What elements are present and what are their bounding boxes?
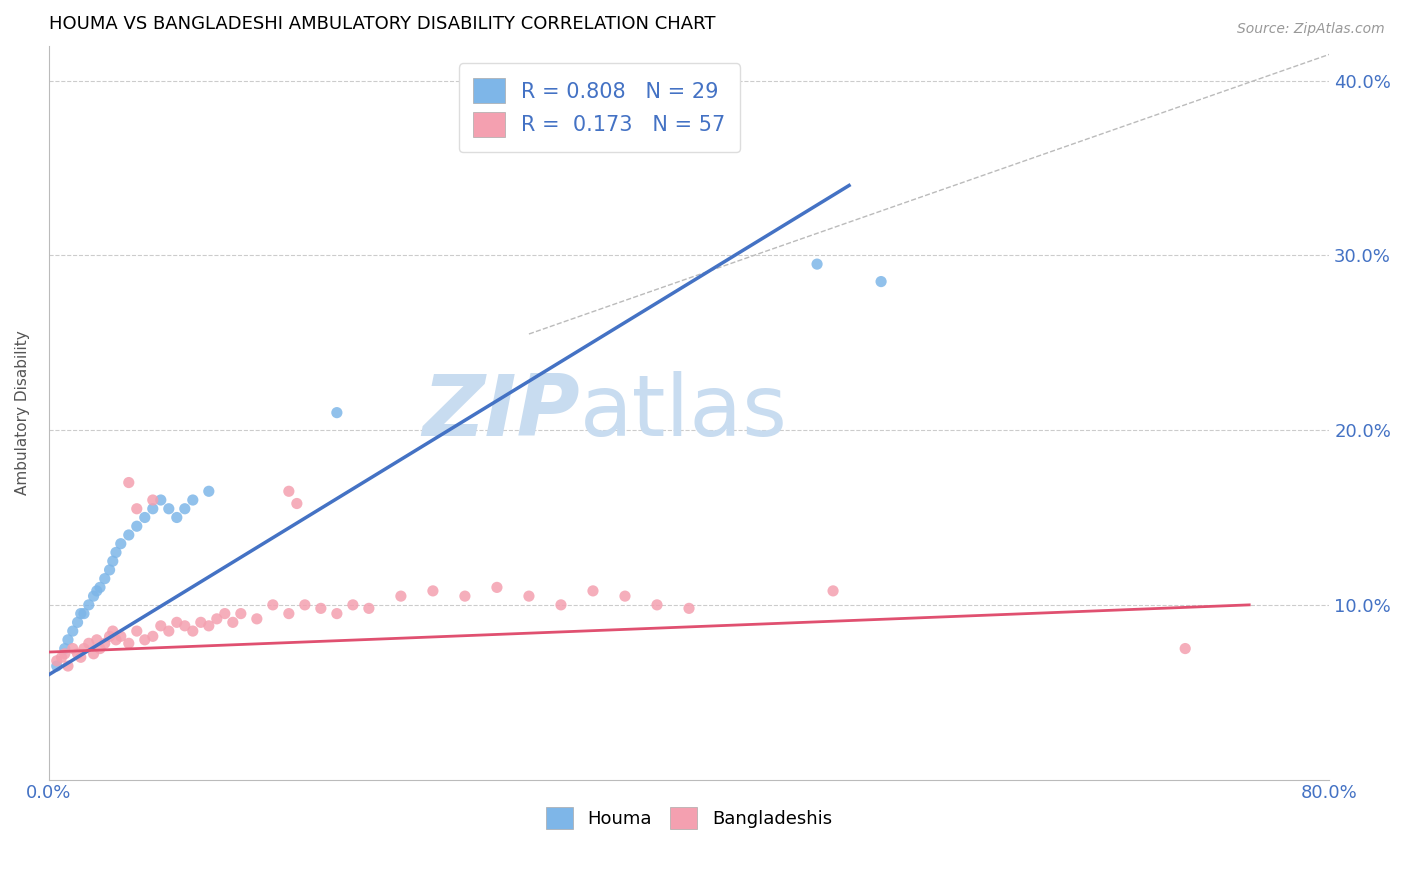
- Point: [285, 496, 308, 510]
- Point: [294, 598, 316, 612]
- Point: [277, 484, 299, 499]
- Point: [101, 624, 124, 638]
- Point: [69, 650, 91, 665]
- Point: [89, 581, 111, 595]
- Point: [134, 632, 156, 647]
- Point: [582, 583, 605, 598]
- Y-axis label: Ambulatory Disability: Ambulatory Disability: [15, 330, 30, 495]
- Point: [198, 619, 221, 633]
- Text: HOUMA VS BANGLADESHI AMBULATORY DISABILITY CORRELATION CHART: HOUMA VS BANGLADESHI AMBULATORY DISABILI…: [49, 15, 716, 33]
- Point: [262, 598, 284, 612]
- Point: [157, 501, 180, 516]
- Point: [62, 641, 84, 656]
- Point: [118, 528, 141, 542]
- Point: [83, 589, 105, 603]
- Point: [89, 641, 111, 656]
- Point: [104, 632, 127, 647]
- Text: ZIP: ZIP: [423, 371, 581, 454]
- Point: [149, 619, 172, 633]
- Point: [53, 641, 76, 656]
- Point: [101, 554, 124, 568]
- Point: [277, 607, 299, 621]
- Point: [110, 629, 132, 643]
- Point: [94, 572, 117, 586]
- Text: atlas: atlas: [581, 371, 789, 454]
- Point: [104, 545, 127, 559]
- Point: [73, 607, 96, 621]
- Point: [422, 583, 444, 598]
- Point: [110, 537, 132, 551]
- Point: [246, 612, 269, 626]
- Text: Source: ZipAtlas.com: Source: ZipAtlas.com: [1237, 22, 1385, 37]
- Point: [645, 598, 668, 612]
- Point: [125, 519, 148, 533]
- Point: [62, 624, 84, 638]
- Point: [56, 632, 79, 647]
- Point: [66, 647, 89, 661]
- Point: [166, 510, 188, 524]
- Point: [118, 475, 141, 490]
- Point: [94, 636, 117, 650]
- Point: [69, 607, 91, 621]
- Point: [173, 619, 195, 633]
- Point: [86, 632, 108, 647]
- Point: [181, 493, 204, 508]
- Point: [77, 636, 100, 650]
- Point: [229, 607, 252, 621]
- Point: [357, 601, 380, 615]
- Point: [98, 563, 121, 577]
- Point: [77, 598, 100, 612]
- Point: [56, 659, 79, 673]
- Point: [66, 615, 89, 630]
- Point: [222, 615, 245, 630]
- Point: [326, 607, 349, 621]
- Point: [1174, 641, 1197, 656]
- Point: [806, 257, 828, 271]
- Point: [149, 493, 172, 508]
- Point: [73, 641, 96, 656]
- Point: [517, 589, 540, 603]
- Point: [86, 583, 108, 598]
- Point: [205, 612, 228, 626]
- Point: [98, 629, 121, 643]
- Point: [157, 624, 180, 638]
- Point: [142, 629, 165, 643]
- Point: [166, 615, 188, 630]
- Point: [134, 510, 156, 524]
- Point: [342, 598, 364, 612]
- Point: [678, 601, 700, 615]
- Point: [181, 624, 204, 638]
- Point: [83, 647, 105, 661]
- Point: [45, 659, 67, 673]
- Point: [51, 650, 73, 665]
- Point: [190, 615, 212, 630]
- Point: [173, 501, 195, 516]
- Point: [142, 501, 165, 516]
- Point: [118, 636, 141, 650]
- Point: [142, 493, 165, 508]
- Point: [326, 406, 349, 420]
- Point: [125, 501, 148, 516]
- Point: [53, 647, 76, 661]
- Point: [309, 601, 332, 615]
- Point: [198, 484, 221, 499]
- Legend: Houma, Bangladeshis: Houma, Bangladeshis: [538, 800, 839, 837]
- Point: [454, 589, 477, 603]
- Point: [389, 589, 412, 603]
- Point: [870, 275, 893, 289]
- Point: [125, 624, 148, 638]
- Point: [614, 589, 637, 603]
- Point: [214, 607, 236, 621]
- Point: [823, 583, 845, 598]
- Point: [45, 654, 67, 668]
- Point: [550, 598, 572, 612]
- Point: [485, 581, 508, 595]
